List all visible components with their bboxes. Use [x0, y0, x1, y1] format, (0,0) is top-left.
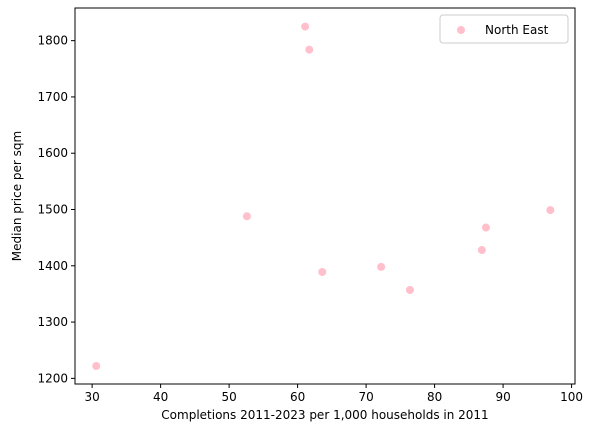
data-point — [405, 286, 414, 294]
x-tick-label: 90 — [495, 390, 510, 404]
data-point — [305, 45, 314, 54]
x-axis-ticks: 30 40 50 60 70 80 90 100 — [84, 384, 583, 404]
x-tick-label: 70 — [358, 390, 373, 404]
y-tick-label: 1500 — [37, 203, 68, 217]
data-point — [477, 246, 486, 255]
data-point — [301, 22, 310, 31]
legend-marker — [457, 26, 465, 34]
y-tick-label: 1400 — [37, 259, 68, 273]
data-point — [242, 212, 251, 221]
y-tick-label: 1300 — [37, 315, 68, 329]
y-tick-label: 1600 — [37, 146, 68, 160]
x-tick-label: 40 — [153, 390, 168, 404]
data-point — [546, 206, 555, 215]
plot-frame — [74, 7, 576, 385]
y-tick-label: 1200 — [37, 371, 68, 385]
y-tick-label: 1800 — [37, 34, 68, 48]
x-tick-label: 50 — [221, 390, 236, 404]
x-tick-label: 80 — [427, 390, 442, 404]
x-tick-label: 30 — [84, 390, 99, 404]
legend: North East — [439, 14, 569, 44]
y-axis-label: Median price per sqm — [10, 131, 24, 261]
y-axis-ticks: 1200 1300 1400 1500 1600 1700 1800 — [37, 34, 75, 385]
x-tick-label: 100 — [560, 390, 583, 404]
points-layer — [92, 22, 555, 370]
data-point — [481, 223, 490, 232]
x-axis-label: Completions 2011-2023 per 1,000 househol… — [161, 408, 488, 422]
y-tick-label: 1700 — [37, 90, 68, 104]
x-tick-label: 60 — [290, 390, 305, 404]
legend-box — [439, 14, 569, 44]
data-point — [377, 262, 386, 271]
data-point — [318, 267, 327, 276]
data-point — [92, 361, 101, 370]
legend-label-north-east: North East — [485, 23, 549, 37]
